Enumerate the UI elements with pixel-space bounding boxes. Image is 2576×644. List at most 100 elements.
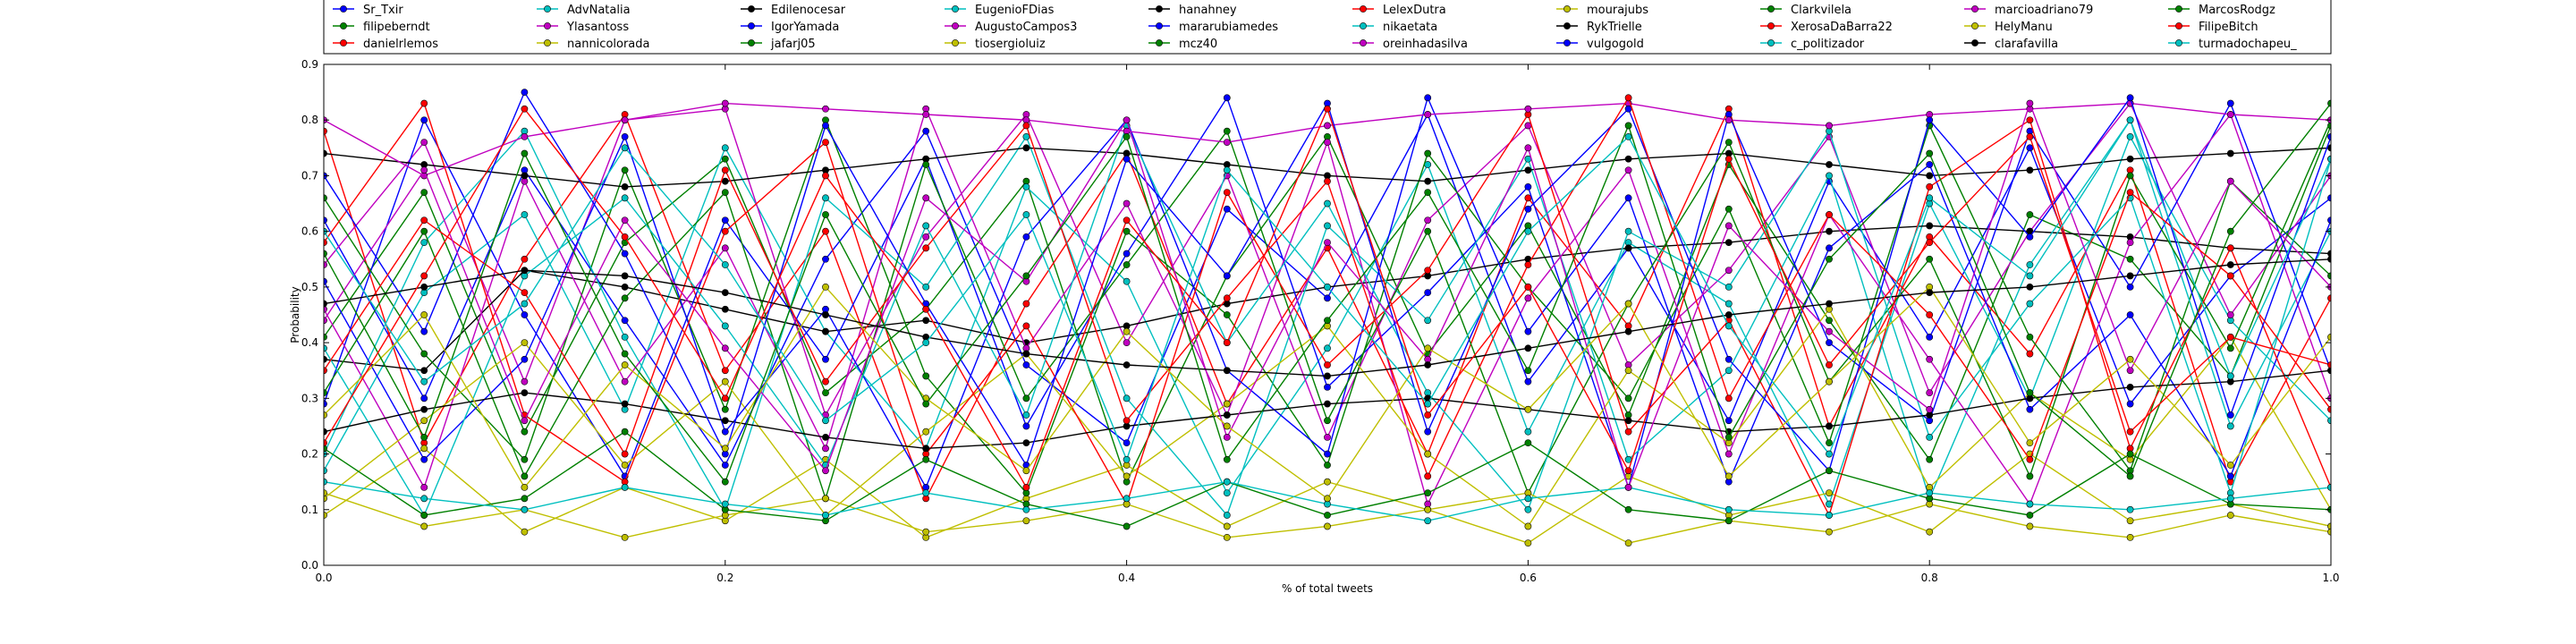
data-point — [1724, 322, 1733, 330]
data-point — [822, 445, 829, 453]
data-point — [1826, 439, 1833, 447]
data-point — [621, 166, 629, 174]
data-point — [2026, 472, 2034, 480]
data-point — [1624, 155, 1632, 163]
y-tick-label: 0.6 — [301, 225, 318, 238]
data-point — [420, 227, 428, 235]
legend-label: tiosergioluiz — [975, 38, 1046, 51]
legend-entry: oreinhadasilva — [1352, 38, 1468, 51]
data-point — [1324, 122, 1331, 130]
legend-frame — [323, 0, 2332, 55]
data-point — [721, 166, 729, 174]
data-point — [2226, 311, 2234, 318]
legend-label: mcz40 — [1179, 38, 1217, 51]
data-point — [420, 445, 428, 453]
legend-marker — [1971, 39, 1979, 47]
data-point — [2126, 517, 2134, 525]
data-point — [1524, 405, 1532, 413]
data-point — [621, 283, 629, 291]
legend-entry: tiosergioluiz — [945, 38, 1046, 51]
data-point — [2126, 255, 2134, 263]
data-point — [2126, 450, 2134, 458]
data-point — [1826, 161, 1833, 168]
data-point — [1123, 116, 1131, 124]
data-point — [1524, 294, 1532, 302]
data-point — [324, 389, 327, 397]
legend-marker — [952, 5, 959, 13]
data-point — [1424, 317, 1432, 325]
data-point — [1926, 405, 1934, 413]
legend-entry: c_politizador — [1760, 38, 1865, 51]
data-point — [1926, 289, 1934, 297]
data-point — [1926, 149, 1934, 157]
data-point — [1424, 216, 1432, 225]
legend-marker — [748, 5, 755, 13]
data-point — [2226, 272, 2234, 280]
data-point — [621, 216, 629, 225]
data-point — [721, 344, 729, 352]
data-point — [1926, 172, 1934, 180]
legend-label: oreinhadasilva — [1383, 38, 1468, 51]
data-point — [922, 528, 930, 536]
data-point — [721, 289, 729, 297]
data-point — [324, 344, 327, 352]
series-HelyManu — [324, 283, 2331, 503]
data-point — [2026, 389, 2034, 397]
data-point — [420, 433, 428, 441]
data-point — [922, 445, 930, 453]
data-point — [420, 367, 428, 375]
data-point — [521, 455, 529, 463]
legend-label: FilipeBitch — [2199, 21, 2258, 34]
data-point — [1826, 172, 1833, 180]
data-point — [721, 377, 729, 386]
legend-entry: danielrlemos — [333, 38, 438, 51]
data-point — [1826, 227, 1833, 235]
data-point — [324, 239, 327, 247]
data-point — [521, 389, 529, 397]
data-point — [822, 211, 829, 218]
data-point — [420, 417, 428, 425]
legend-marker — [1767, 22, 1775, 30]
data-point — [420, 394, 428, 402]
data-point — [521, 89, 529, 97]
legend-entry: mourajubs — [1556, 4, 1648, 17]
data-point — [1826, 377, 1833, 386]
data-point — [1826, 244, 1833, 252]
data-point — [822, 417, 829, 425]
data-point — [621, 462, 629, 469]
legend-marker — [1563, 5, 1571, 13]
data-point — [2126, 189, 2134, 197]
data-point — [2126, 311, 2134, 318]
data-point — [1926, 161, 1934, 168]
data-point — [1424, 177, 1432, 185]
plot-area: 0.0 0.2 0.4 0.6 0.8 1.0 0.0 0.1 0.2 0.3 0.4 0.5 0.6… — [289, 58, 2340, 595]
data-point — [324, 277, 327, 285]
data-point — [822, 377, 829, 386]
data-point — [1624, 505, 1632, 513]
data-point — [721, 417, 729, 425]
legend-marker — [1156, 5, 1163, 13]
legend-entry: XerosaDaBarra22 — [1760, 21, 1893, 34]
data-point — [822, 139, 829, 147]
data-point — [822, 194, 829, 202]
data-point — [1223, 139, 1231, 147]
data-point — [1324, 450, 1331, 458]
data-point — [1223, 533, 1231, 541]
data-point — [1724, 417, 1733, 425]
data-point — [1223, 294, 1231, 302]
data-point — [621, 194, 629, 202]
data-point — [1524, 182, 1532, 191]
data-point — [1223, 400, 1231, 408]
data-point — [1324, 522, 1331, 530]
data-point — [822, 227, 829, 235]
x-tick-label: 0.6 — [1520, 572, 1537, 584]
data-point — [1123, 132, 1131, 140]
legend-marker — [544, 5, 551, 13]
data-point — [1524, 522, 1532, 530]
data-point — [2226, 462, 2234, 469]
data-point — [1324, 139, 1331, 147]
data-point — [2226, 111, 2234, 118]
data-point — [1123, 155, 1131, 163]
data-point — [521, 355, 529, 363]
data-point — [721, 99, 729, 107]
